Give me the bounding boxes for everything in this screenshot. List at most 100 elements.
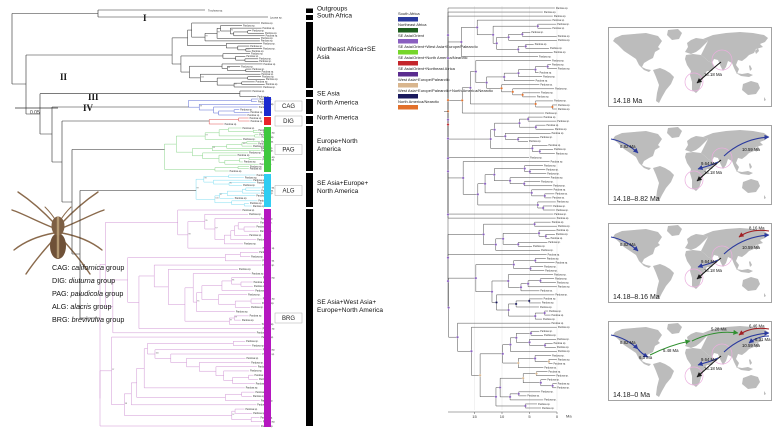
svg-text:Pardosa sp.: Pardosa sp.: [254, 281, 267, 284]
clade-numeral-III: III: [88, 92, 99, 102]
clade-BRG: Pardosa sp.Pardosa sp.Pardosa sp.Pardosa…: [99, 209, 276, 428]
clade-numeral-I: I: [143, 13, 147, 23]
svg-text:Pardosa sp.: Pardosa sp.: [251, 120, 264, 123]
svg-text:Pardosa sp.: Pardosa sp.: [225, 123, 238, 126]
area-legend-label: Northeast Africa: [398, 22, 427, 27]
area-legend-swatch: [398, 50, 418, 55]
region-label: Europe+North: [317, 138, 358, 145]
svg-text:Pardosa sp.: Pardosa sp.: [257, 238, 270, 241]
dispersal-arrow-transPacificEast: [723, 134, 770, 157]
svg-text:Pardosa sp.: Pardosa sp.: [238, 154, 251, 157]
svg-text:Pardosa sp.: Pardosa sp.: [235, 197, 248, 200]
right-tree-branches: Pardosa sp.Pardosa sp.Pardosa sp.Pardosa…: [447, 7, 571, 410]
svg-text:Pardosa sp.: Pardosa sp.: [544, 116, 557, 119]
arrow-date-label: 5.48 Ma: [663, 348, 679, 353]
svg-text:Pardosa sp.: Pardosa sp.: [554, 148, 567, 151]
svg-text:99: 99: [213, 147, 216, 149]
svg-text:Pardosa sp.: Pardosa sp.: [553, 205, 566, 208]
svg-text:Pardosa sp.: Pardosa sp.: [254, 285, 267, 288]
svg-text:Pardosa sp.: Pardosa sp.: [251, 111, 264, 114]
svg-text:Pardosa sp.: Pardosa sp.: [259, 58, 272, 61]
clade-ALG: Pardosa sp.Pardosa sp.Pardosa sp.Pardosa…: [195, 174, 275, 208]
svg-text:Pardosa sp.: Pardosa sp.: [248, 294, 261, 297]
svg-text:Pardosa sp.: Pardosa sp.: [541, 181, 554, 184]
svg-text:Pardosa sp.: Pardosa sp.: [557, 387, 570, 390]
svg-text:Pardosa sp.: Pardosa sp.: [239, 268, 252, 271]
svg-text:Pardosa sp.: Pardosa sp.: [547, 124, 560, 127]
svg-text:Pardosa sp.: Pardosa sp.: [540, 290, 553, 293]
arrow-date-label: 6.3 Ma: [639, 355, 653, 360]
svg-text:99: 99: [235, 83, 238, 85]
svg-text:Pardosa sp.: Pardosa sp.: [256, 382, 269, 385]
svg-text:Pardosa sp.: Pardosa sp.: [230, 170, 243, 173]
svg-text:Pardosa sp.: Pardosa sp.: [545, 112, 558, 115]
svg-text:100: 100: [155, 352, 159, 354]
svg-text:Pardosa sp.: Pardosa sp.: [558, 39, 571, 42]
region-bar: [306, 15, 313, 20]
region-bar: [306, 99, 313, 114]
svg-text:Pardosa sp.: Pardosa sp.: [547, 257, 560, 260]
svg-text:95: 95: [197, 301, 200, 303]
svg-text:Pardosa sp.: Pardosa sp.: [557, 346, 570, 349]
svg-text:Pardosa sp.: Pardosa sp.: [252, 68, 265, 71]
arrow-date-label: 14.18 Ma: [704, 366, 723, 371]
svg-text:Pardosa sp.: Pardosa sp.: [257, 332, 270, 335]
region-bar: [306, 8, 313, 13]
svg-text:Pardosa sp.: Pardosa sp.: [552, 322, 565, 325]
clade-DIG: Pardosa sp. Pardosa sp. Pardosa sp.: [208, 117, 264, 126]
group-legend-item: BRG: brevivulva group: [52, 315, 124, 324]
svg-text:95: 95: [205, 220, 208, 222]
svg-text:Pardosa sp.: Pardosa sp.: [551, 176, 564, 179]
svg-text:97: 97: [215, 227, 218, 229]
svg-text:95: 95: [231, 29, 234, 31]
svg-text:Pardosa sp.: Pardosa sp.: [250, 202, 263, 205]
area-legend-label: North America/Nearctic: [398, 99, 439, 104]
svg-text:97: 97: [230, 320, 233, 322]
area-legend-label: SE Asia/Orient+North America/Nearctic: [398, 55, 467, 60]
group-legend-item: ALG: alacris group: [52, 302, 112, 311]
svg-text:Pardosa sp.: Pardosa sp.: [252, 29, 265, 32]
svg-text:Pardosa sp.: Pardosa sp.: [544, 298, 557, 301]
svg-text:Pardosa sp.: Pardosa sp.: [249, 213, 262, 216]
svg-text:Pardosa sp.: Pardosa sp.: [557, 282, 570, 285]
svg-text:Pardosa sp.: Pardosa sp.: [558, 67, 571, 70]
svg-text:Pardosa sp.: Pardosa sp.: [544, 399, 557, 402]
area-legend-label: West Asia+Europe/Palearctic+North Americ…: [398, 88, 493, 93]
svg-text:Pardosa sp.: Pardosa sp.: [555, 278, 568, 281]
group-legend: CAG: californica group DIG: diuturna grou…: [52, 263, 124, 324]
svg-text:Pardosa sp.: Pardosa sp.: [552, 59, 565, 62]
svg-text:Pardosa sp.: Pardosa sp.: [266, 35, 279, 38]
svg-text:Pardosa sp.: Pardosa sp.: [552, 354, 565, 357]
svg-text:Pardosa sp.: Pardosa sp.: [543, 318, 556, 321]
svg-text:Pardosa sp.: Pardosa sp.: [248, 114, 261, 117]
dispersal-arrow-southAfrica: [696, 61, 722, 84]
svg-text:Pardosa sp.: Pardosa sp.: [263, 47, 276, 50]
svg-text:Pardosa sp.: Pardosa sp.: [551, 237, 564, 240]
clade-CAG: Pardosa sp.Pardosa sp.Pardosa sp.Pardosa…: [188, 98, 274, 117]
svg-text:Pardosa sp.: Pardosa sp.: [544, 265, 557, 268]
svg-text:Pardosa sp.: Pardosa sp.: [554, 15, 567, 18]
svg-text:Pardosa sp.: Pardosa sp.: [554, 213, 567, 216]
svg-text:Pardosa sp.: Pardosa sp.: [245, 176, 258, 179]
svg-text:Pardosa sp.: Pardosa sp.: [556, 152, 569, 155]
svg-text:Pardosa sp.: Pardosa sp.: [558, 358, 571, 361]
right-axis-tick: 15: [472, 414, 477, 419]
svg-text:Pardosa sp.: Pardosa sp.: [557, 338, 570, 341]
svg-text:100: 100: [201, 76, 205, 78]
arrow-date-label: 6.31 Ma: [755, 337, 771, 342]
svg-text:Pardosa sp.: Pardosa sp.: [557, 23, 570, 26]
svg-text:Pardosa sp.: Pardosa sp.: [236, 310, 249, 313]
left-phylogeny-static: I II III IV 0.05 Trochosa sp. Lycosa sp.…: [15, 9, 572, 419]
arrow-date-label: 8.82 Ma: [620, 242, 636, 247]
right-axis-tick: 5: [528, 414, 531, 419]
dispersal-arrow-topRightWest: [738, 229, 770, 238]
svg-text:Pardosa sp.: Pardosa sp.: [266, 83, 279, 86]
svg-text:98: 98: [204, 178, 207, 180]
svg-text:Pardosa sp.: Pardosa sp.: [558, 104, 571, 107]
dispersal-arrow-intoNorthAmerica: [610, 236, 639, 252]
svg-text:Pardosa sp.: Pardosa sp.: [554, 51, 567, 54]
region-bar: [306, 90, 313, 97]
svg-text:Pardosa sp.: Pardosa sp.: [242, 127, 255, 130]
area-legend-swatch: [398, 17, 418, 22]
